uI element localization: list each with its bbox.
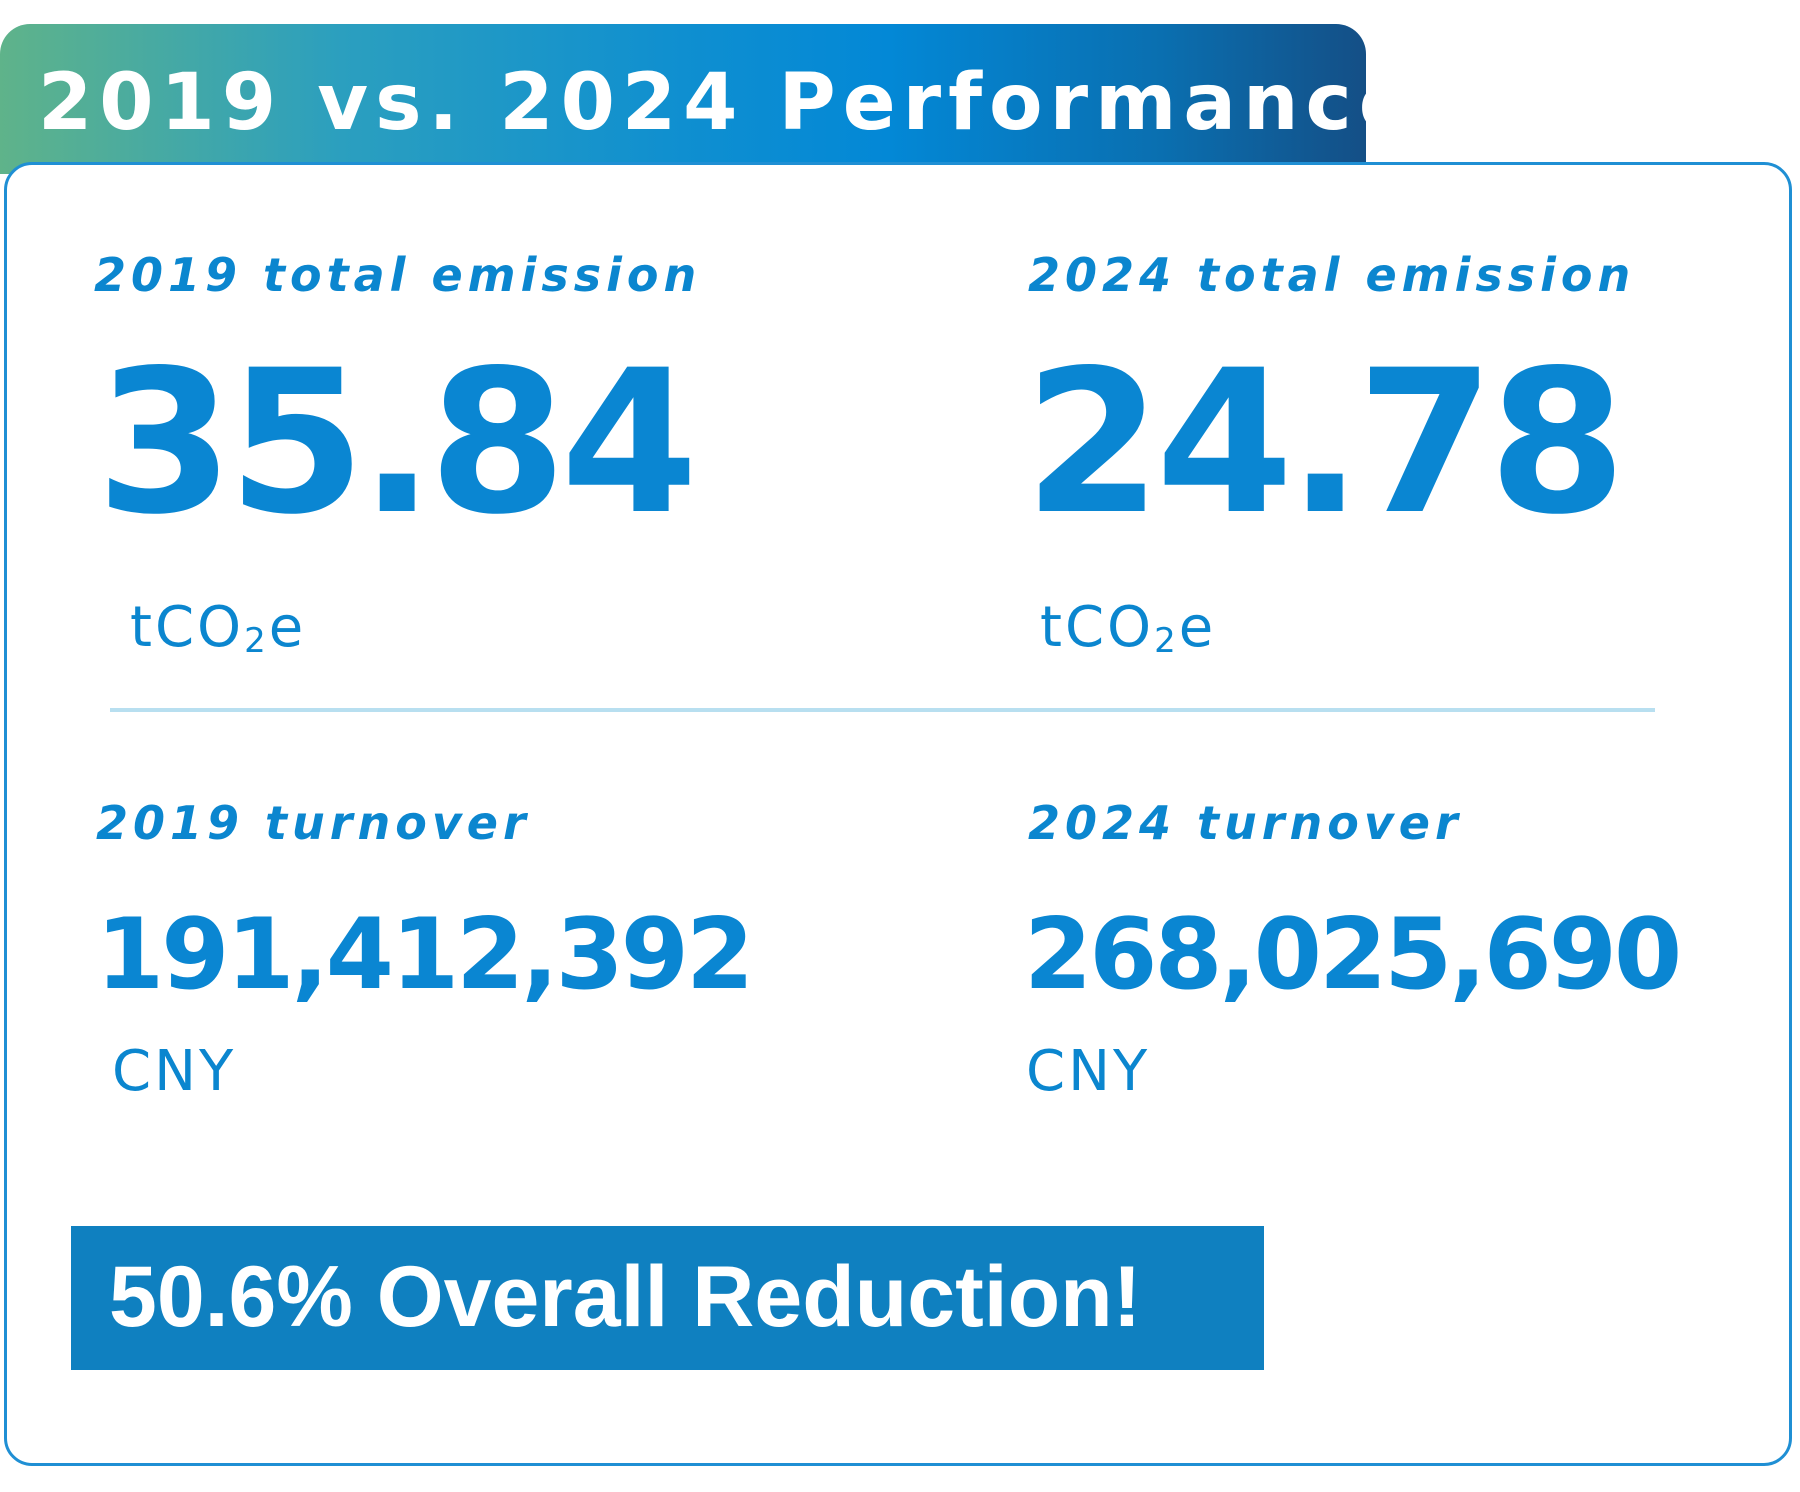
title-tab: 2019 vs. 2024 Performance — [0, 24, 1412, 174]
emission-2024-value: 24.78 — [1024, 327, 1626, 558]
turnover-2024-unit: CNY — [1026, 1039, 1151, 1104]
unit-prefix: tCO — [1040, 595, 1155, 660]
unit-subscript: 2 — [244, 621, 269, 661]
reduction-text: 50.6% Overall Reduction! — [109, 1249, 1142, 1345]
unit-suffix: e — [268, 595, 307, 660]
turnover-2019-value: 191,412,392 — [96, 898, 754, 1012]
unit-subscript: 2 — [1154, 621, 1179, 661]
turnover-2024-value: 268,025,690 — [1024, 898, 1682, 1012]
emission-2024-label: 2024 total emission — [1028, 248, 1636, 302]
unit-prefix: tCO — [130, 595, 245, 660]
turnover-2019-label: 2019 turnover — [96, 796, 531, 850]
page-title: 2019 vs. 2024 Performance — [38, 58, 1419, 148]
reduction-banner: 50.6% Overall Reduction! — [71, 1226, 1264, 1370]
turnover-2024-label: 2024 turnover — [1028, 796, 1463, 850]
emission-2019-unit: tCO2e — [130, 600, 306, 661]
emission-2024-unit: tCO2e — [1040, 600, 1216, 661]
emission-2019-label: 2019 total emission — [94, 248, 702, 302]
section-divider — [110, 708, 1655, 712]
unit-suffix: e — [1178, 595, 1217, 660]
emission-2019-value: 35.84 — [96, 327, 698, 558]
turnover-2019-unit: CNY — [112, 1039, 237, 1104]
